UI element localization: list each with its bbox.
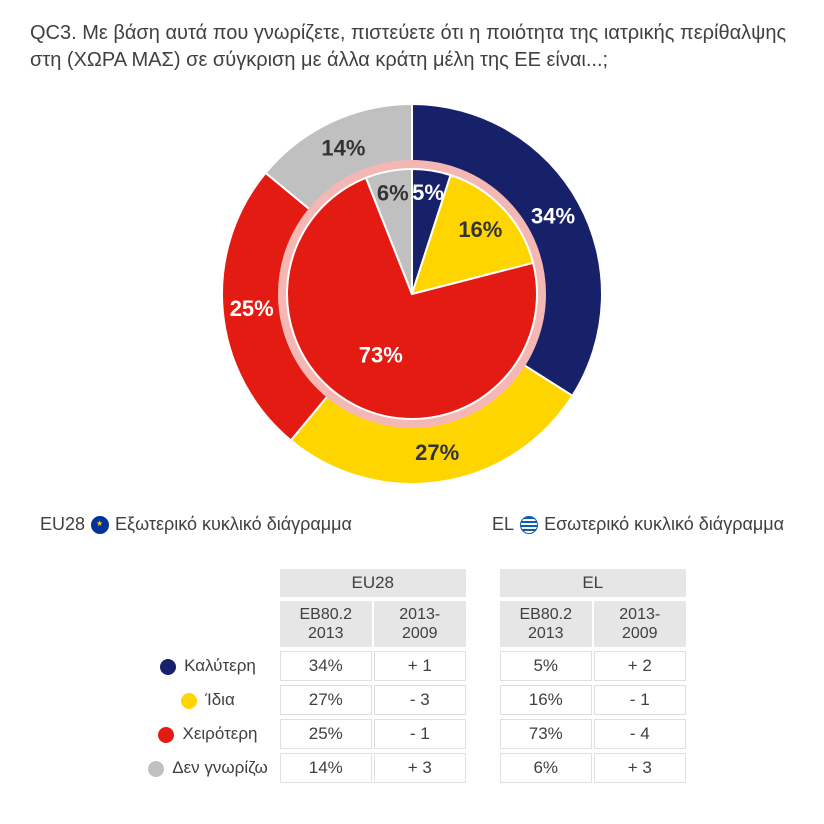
pie-slice-label: 27% xyxy=(415,440,459,465)
eu-flag-icon xyxy=(91,516,109,534)
legend-inner: EL Εσωτερικό κυκλικό διάγραμμα xyxy=(492,514,784,535)
cell-eu-diff: + 1 xyxy=(374,651,466,681)
table-sub-header: EB80.22013 xyxy=(280,601,372,647)
cell-eu-value: 14% xyxy=(280,753,372,783)
row-label: Ίδια xyxy=(138,685,278,715)
table-sub-header: 2013-2009 xyxy=(374,601,466,647)
pie-slice-label: 73% xyxy=(359,342,403,367)
color-swatch-icon xyxy=(148,761,164,777)
cell-eu-diff: - 3 xyxy=(374,685,466,715)
pie-slice-label: 25% xyxy=(230,296,274,321)
row-label-text: Ίδια xyxy=(205,690,235,709)
cell-el-diff: + 2 xyxy=(594,651,686,681)
legend-inner-text: Εσωτερικό κυκλικό διάγραμμα xyxy=(544,514,784,535)
cell-eu-value: 25% xyxy=(280,719,372,749)
cell-eu-value: 34% xyxy=(280,651,372,681)
color-swatch-icon xyxy=(160,659,176,675)
table-sub-header: 2013-2009 xyxy=(594,601,686,647)
question-title: QC3. Με βάση αυτά που γνωρίζετε, πιστεύε… xyxy=(30,20,794,74)
table-row: Ίδια 27%- 3 16%- 1 xyxy=(138,685,686,715)
legend-outer: EU28 Εξωτερικό κυκλικό διάγραμμα xyxy=(40,514,352,535)
table-group-header: EU28 xyxy=(280,569,466,597)
legend-inner-prefix: EL xyxy=(492,514,514,535)
row-label-text: Καλύτερη xyxy=(184,656,256,675)
nested-pie-chart: 34% 27% 25% 14% 5% 16% 73% 6% xyxy=(30,94,794,494)
cell-el-value: 16% xyxy=(500,685,592,715)
pie-slice-label: 34% xyxy=(531,203,575,228)
row-label-text: Χειρότερη xyxy=(182,724,257,743)
chart-legend-row: EU28 Εξωτερικό κυκλικό διάγραμμα EL Εσωτ… xyxy=(30,514,794,535)
cell-el-value: 5% xyxy=(500,651,592,681)
cell-eu-diff: + 3 xyxy=(374,753,466,783)
table-row: Δεν γνωρίζω14%+ 36%+ 3 xyxy=(138,753,686,783)
data-table: EU28 EL EB80.22013 2013-2009 EB80.22013 … xyxy=(136,565,688,787)
legend-outer-text: Εξωτερικό κυκλικό διάγραμμα xyxy=(115,514,352,535)
pie-slice-label: 6% xyxy=(377,180,409,205)
row-label: Χειρότερη xyxy=(138,719,278,749)
cell-el-diff: + 3 xyxy=(594,753,686,783)
cell-el-diff: - 4 xyxy=(594,719,686,749)
cell-eu-value: 27% xyxy=(280,685,372,715)
table-group-header: EL xyxy=(500,569,686,597)
cell-el-value: 73% xyxy=(500,719,592,749)
row-label: Δεν γνωρίζω xyxy=(138,753,278,783)
row-label: Καλύτερη xyxy=(138,651,278,681)
cell-eu-diff: - 1 xyxy=(374,719,466,749)
cell-el-value: 6% xyxy=(500,753,592,783)
legend-outer-prefix: EU28 xyxy=(40,514,85,535)
pie-slice-label: 5% xyxy=(412,180,444,205)
el-flag-icon xyxy=(520,516,538,534)
table-row: Καλύτερη 34%+ 1 5%+ 2 xyxy=(138,651,686,681)
color-swatch-icon xyxy=(181,693,197,709)
cell-el-diff: - 1 xyxy=(594,685,686,715)
table-sub-header: EB80.22013 xyxy=(500,601,592,647)
pie-slice-label: 14% xyxy=(321,135,365,160)
table-row: Χειρότερη 25%- 1 73%- 4 xyxy=(138,719,686,749)
color-swatch-icon xyxy=(158,727,174,743)
pie-slice-label: 16% xyxy=(458,217,502,242)
row-label-text: Δεν γνωρίζω xyxy=(172,758,268,777)
